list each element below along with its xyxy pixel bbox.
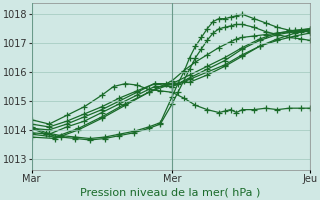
X-axis label: Pression niveau de la mer( hPa ): Pression niveau de la mer( hPa ): [80, 187, 261, 197]
